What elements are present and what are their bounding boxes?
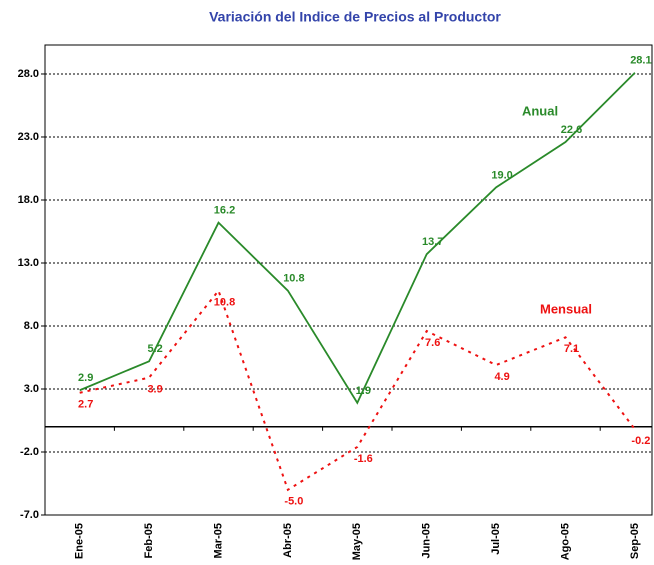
value-label: 2.9	[78, 372, 93, 384]
value-label: -0.2	[631, 435, 650, 447]
x-tick-label: May-05	[351, 523, 363, 560]
y-tick-label: -2.0	[20, 446, 39, 458]
value-label: 3.9	[147, 384, 162, 396]
y-tick-label: 13.0	[18, 257, 39, 269]
value-label: 16.2	[214, 205, 235, 217]
x-tick-label: Jul-05	[490, 523, 502, 555]
x-tick-label: Ene-05	[74, 523, 86, 559]
value-label: -1.6	[354, 453, 373, 465]
plot-area	[44, 44, 653, 516]
chart-title: Variación del Indice de Precios al Produ…	[209, 9, 501, 25]
x-tick-label: Feb-05	[143, 523, 155, 558]
value-label: 7.1	[564, 343, 579, 355]
series-label: Mensual	[540, 301, 592, 316]
y-tick-label: 8.0	[24, 320, 39, 332]
y-tick-label: 18.0	[18, 194, 39, 206]
x-tick-label: Jun-05	[421, 523, 433, 558]
series-line	[79, 288, 636, 492]
value-label: 10.8	[283, 273, 304, 285]
x-tick-label: Ago-05	[559, 523, 571, 560]
value-label: 7.6	[425, 337, 440, 349]
x-tick-label: Mar-05	[212, 523, 224, 558]
value-label: -5.0	[284, 496, 303, 508]
value-label: 13.7	[422, 236, 443, 248]
y-tick-label: 28.0	[18, 68, 39, 80]
series-label: Anual	[522, 103, 558, 118]
y-tick-label: 3.0	[24, 383, 39, 395]
value-label: 10.8	[214, 297, 235, 309]
value-label: 2.7	[78, 399, 93, 411]
value-label: 28.1	[630, 55, 651, 67]
value-label: 22.6	[561, 124, 582, 136]
value-label: 1.9	[356, 385, 371, 397]
value-label: 19.0	[491, 169, 512, 181]
value-label: 4.9	[494, 371, 509, 383]
series-line	[79, 72, 636, 405]
x-tick-label: Sep-05	[629, 523, 641, 559]
y-tick-label: 23.0	[18, 131, 39, 143]
x-tick-label: Abr-05	[282, 523, 294, 558]
value-label: 5.2	[147, 343, 162, 355]
y-tick-label: -7.0	[20, 509, 39, 521]
